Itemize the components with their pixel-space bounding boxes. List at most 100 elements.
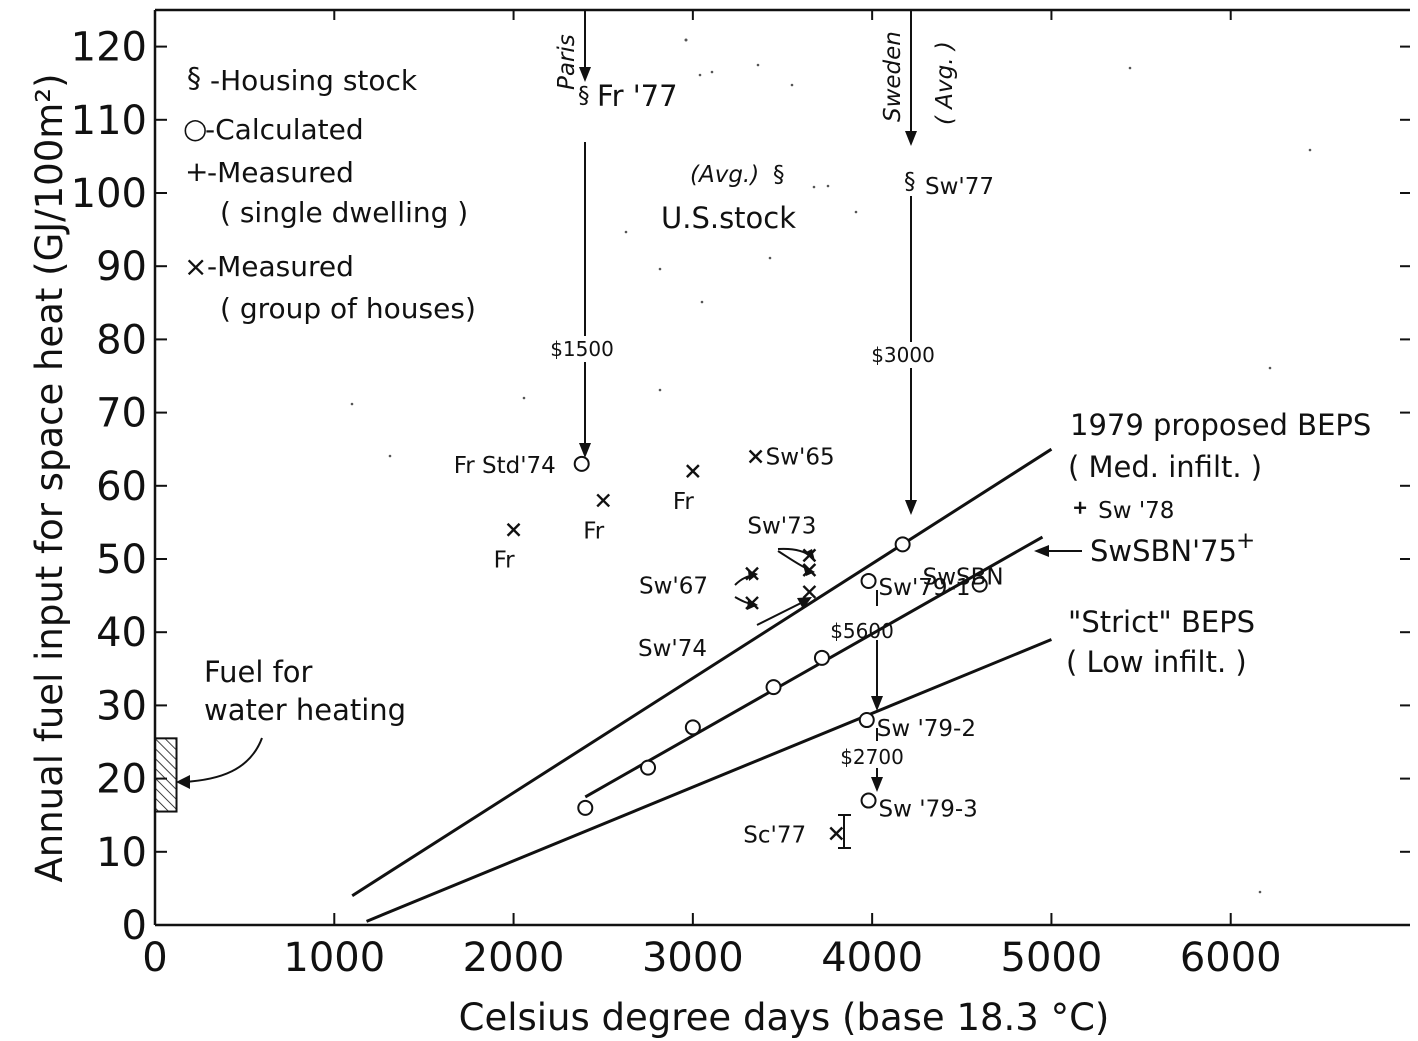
x-tick-label: 0 [142, 935, 167, 981]
water-heating-arrow-head [176, 775, 190, 789]
measured-group-point [506, 522, 521, 537]
cost-3000-bg [862, 342, 946, 368]
y-tick-label: 70 [96, 391, 147, 437]
y-tick-label: 110 [71, 98, 147, 144]
water-heating-arrow [182, 737, 263, 783]
measured-single-point [1074, 501, 1087, 514]
x-ticks: 0 1000 2000 3000 4000 5000 6000 [142, 10, 1282, 981]
y-tick-label: 80 [96, 317, 147, 363]
cost-2700-label: $2700 [840, 745, 904, 769]
sweden-arrow-top-head [905, 131, 917, 146]
housing-stock-label-us-stock: U.S.stock [661, 201, 796, 235]
measured-group-point [745, 566, 759, 581]
legend-symbol-housing-stock: § [187, 61, 201, 94]
housing-stock-label-sw77: Sw'77 [925, 174, 994, 200]
point-label: Fr [673, 489, 695, 515]
point-label: Sc'77 [743, 823, 806, 849]
housing-stock-symbol-sw77: § [904, 169, 916, 195]
housing-stock-label-fr77: Fr '77 [597, 79, 678, 113]
paris-label: Paris [554, 34, 580, 90]
sw79-arrow-1-head [871, 696, 883, 711]
calculated-point [858, 712, 875, 729]
x-mark-stroke [745, 566, 759, 581]
measured-group-point [802, 563, 817, 577]
paris-arrow-top-head [579, 67, 591, 82]
calculated-point [813, 649, 830, 666]
sw74-pointer [756, 600, 806, 626]
y-tick-label: 30 [96, 683, 147, 729]
calculated-point [573, 455, 590, 472]
x-mark-stroke [748, 449, 763, 464]
line-sub-strict-beps: ( Low infilt. ) [1066, 645, 1247, 679]
y-tick-label: 50 [96, 537, 147, 583]
calculated-point [860, 572, 877, 589]
calculated-points [573, 455, 988, 816]
x-mark-stroke [802, 548, 817, 563]
y-tick-label: 60 [96, 464, 147, 510]
y-tick-label: 10 [96, 830, 147, 876]
point-label: Fr [583, 518, 605, 544]
point-label: Sw'74 [638, 636, 707, 662]
cost-1500-label: $1500 [550, 337, 614, 361]
x-mark-stroke [802, 585, 817, 599]
series-line-1 [584, 535, 1044, 799]
cost-3000-label: $3000 [871, 343, 935, 367]
y-tick-label: 90 [96, 244, 147, 290]
point-label: Sw'65 [766, 445, 835, 471]
y-tick-label: 20 [96, 757, 147, 803]
series-line-2 [365, 638, 1052, 923]
x-tick-label: 3000 [642, 935, 744, 981]
point-label: Sw '78 [1098, 498, 1174, 524]
legend-sub-measured-single: ( single dwelling ) [220, 196, 468, 229]
point-label: SwSBN [923, 564, 1004, 590]
housing-stock-label-us-avg: (Avg.) [690, 162, 759, 188]
measured-group-point [686, 464, 700, 479]
line-labels: 1979 proposed BEPS ( Med. infilt. ) SwSB… [1066, 408, 1371, 679]
water-heating-label-1: Fuel for [204, 655, 313, 689]
housing-stock-markers: § Fr '77 § Sw'77 (Avg.) § U.S.stock [578, 79, 994, 235]
sw74-pointer-head [797, 597, 812, 609]
background-specks [350, 38, 1312, 894]
legend-symbol-measured-single: + [185, 155, 208, 188]
point-label: Sw '79-2 [877, 716, 976, 742]
x-mark-stroke [802, 563, 817, 577]
measured-group-point [748, 449, 763, 464]
x-mark-stroke [506, 522, 521, 537]
calculated-point [684, 719, 701, 736]
legend-symbol-calculated: ○ [183, 112, 207, 145]
calculated-point [860, 792, 877, 809]
y-tick-label: 40 [96, 610, 147, 656]
line-label-swsbn-sup: + [1236, 528, 1255, 554]
sw79-arrow-3-head [871, 777, 883, 792]
measured-group-point [745, 596, 759, 610]
line-label-strict-beps: "Strict" BEPS [1068, 605, 1255, 639]
x-tick-label: 4000 [821, 935, 923, 981]
y-ticks: 0 10 20 30 40 50 60 70 80 90 100 110 120 [71, 25, 1410, 949]
paris-arrow-lower-head [579, 443, 591, 458]
sweden-avg-label: ( Avg. ) [932, 41, 958, 125]
measured-group-point [596, 493, 611, 508]
water-heating-label-2: water heating [204, 693, 406, 727]
measured-single-points [1074, 501, 1087, 514]
measured-group-point [802, 585, 817, 599]
calculated-point [765, 679, 782, 696]
legend-label-calculated: -Calculated [205, 113, 364, 146]
line-label-proposed-beps: 1979 proposed BEPS [1070, 408, 1371, 442]
cost-1500-bg [545, 336, 625, 362]
x-mark-stroke [829, 826, 844, 841]
cost-5600-label: $5600 [830, 619, 894, 643]
housing-stock-symbol-us: § [773, 162, 785, 188]
measured-group-points [506, 449, 844, 841]
point-label: Fr Std'74 [454, 453, 556, 479]
line-label-swsbn: SwSBN'75 [1090, 534, 1237, 568]
point-label: Sw '79-3 [879, 797, 978, 823]
legend-label-housing-stock: -Housing stock [210, 64, 418, 97]
x-tick-label: 1000 [283, 935, 385, 981]
calculated-point [577, 799, 594, 816]
legend-label-measured-group: -Measured [207, 250, 354, 283]
y-axis-title: Annual fuel input for space heat (GJ/100… [28, 73, 71, 882]
y-tick-label: 0 [122, 903, 147, 949]
measured-group-point [829, 826, 844, 841]
x-mark-stroke [686, 464, 700, 479]
